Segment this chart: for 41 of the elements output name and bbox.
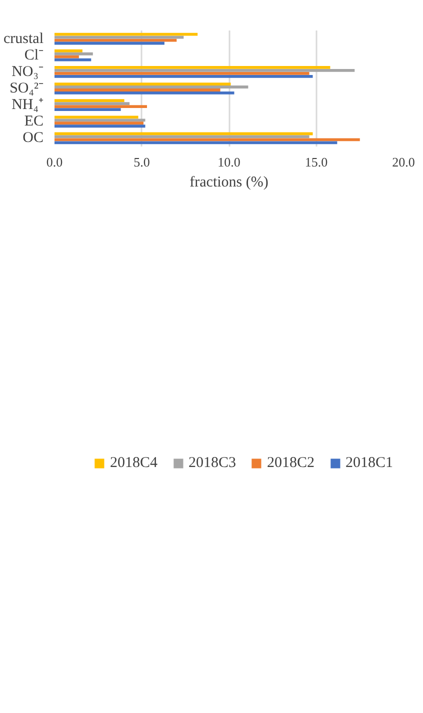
bar [54, 118, 146, 122]
bar [54, 52, 93, 56]
bar [54, 92, 234, 94]
bar [54, 74, 313, 78]
bar [54, 72, 310, 75]
bar [54, 122, 144, 125]
legend-label: 2018C2 [266, 454, 314, 472]
y-tick-label: crustal [4, 30, 44, 47]
y-tick-label: Cl⁻ [24, 47, 44, 64]
legend-label: 2018C3 [188, 454, 236, 472]
bar [54, 58, 92, 62]
x-tick-label: 0.0 [46, 154, 63, 170]
y-tick-label: NH₄⁺ [12, 97, 44, 114]
y-tick-label: SO₄²⁻ [10, 80, 44, 96]
bar [54, 55, 79, 58]
bar [54, 66, 330, 69]
bar [54, 99, 124, 102]
x-tick-label: 10.0 [218, 154, 240, 170]
bar [54, 102, 130, 106]
bar [54, 49, 82, 52]
bar [54, 138, 360, 142]
y-tick-label: NO₃⁻ [12, 64, 44, 80]
legend-label: 2018C1 [345, 454, 393, 472]
x-axis-title: fractions (%) [190, 174, 268, 190]
bar [54, 105, 147, 108]
y-tick-label: EC [24, 114, 44, 130]
bar [54, 88, 220, 92]
y-tick-label: OC [22, 130, 44, 146]
bar [54, 124, 146, 128]
x-tick-label: 20.0 [392, 154, 415, 170]
x-tick-label: 15.0 [304, 154, 328, 170]
x-tick-label: 5.0 [134, 154, 150, 170]
bar [54, 141, 338, 144]
bar [54, 68, 355, 72]
bar [54, 86, 248, 88]
bar [54, 108, 121, 112]
bar [54, 36, 184, 39]
legend-label: 2018C4 [110, 454, 158, 472]
bar [54, 116, 138, 119]
bar [54, 82, 231, 86]
bar [54, 32, 198, 36]
